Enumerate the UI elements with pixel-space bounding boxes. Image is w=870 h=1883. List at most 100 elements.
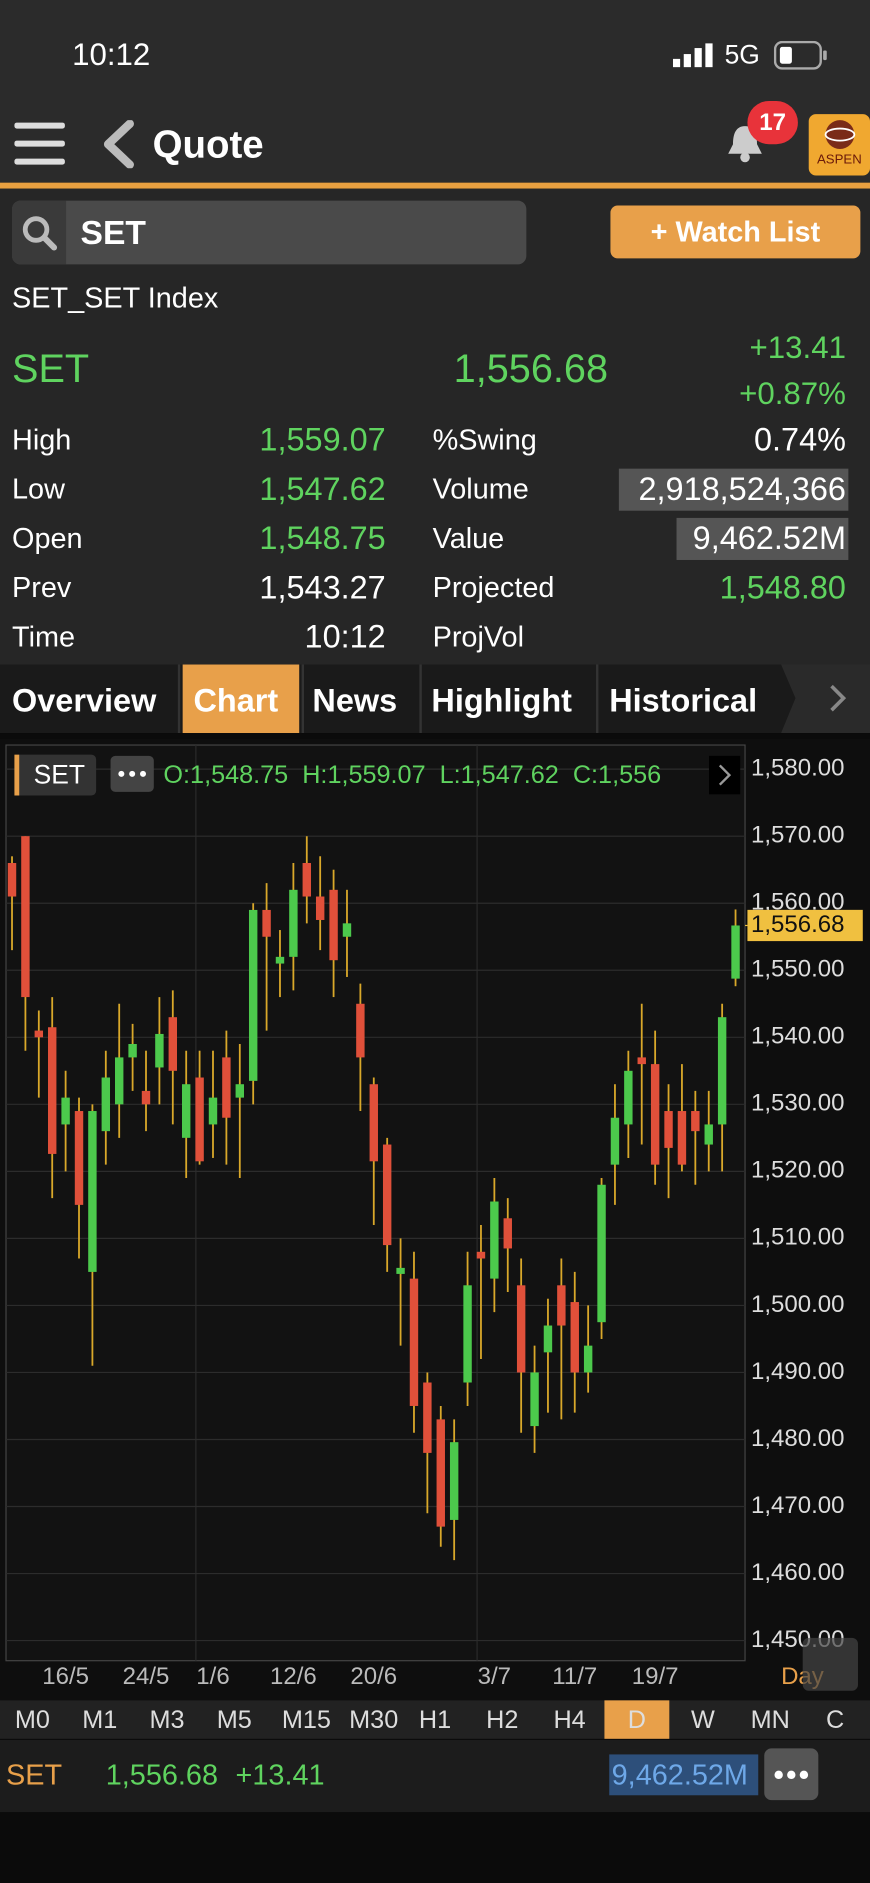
search-icon xyxy=(22,216,58,251)
stat-value: 10:12 xyxy=(304,618,386,655)
candle-body xyxy=(463,1285,472,1383)
back-button[interactable] xyxy=(101,120,137,169)
stat-value: 1,547.62 xyxy=(259,471,386,508)
candle-body xyxy=(610,1117,620,1165)
status-time: 10:12 xyxy=(72,36,151,73)
timeframe-option[interactable]: M5 xyxy=(216,1706,252,1734)
timeframe-option[interactable]: M1 xyxy=(82,1706,118,1734)
x-tick-label: 19/7 xyxy=(632,1663,679,1690)
candle-body xyxy=(128,1043,137,1058)
timeframe-option[interactable]: H2 xyxy=(486,1706,519,1734)
candle-body xyxy=(650,1064,660,1165)
timeframe-option[interactable]: M15 xyxy=(281,1706,331,1734)
badge-count: 17 xyxy=(759,109,787,136)
tab[interactable]: Chart xyxy=(193,682,279,719)
candle-body xyxy=(342,923,352,937)
candle-body xyxy=(476,1251,486,1259)
y-tick-label: 1,540.00 xyxy=(751,1023,844,1050)
y-tick-label: 1,520.00 xyxy=(751,1157,844,1184)
timeframe-option[interactable]: M0 xyxy=(14,1706,50,1734)
tab[interactable]: Historical xyxy=(609,682,758,719)
timeframe-option[interactable]: M30 xyxy=(349,1706,399,1734)
candle-body xyxy=(503,1218,512,1249)
legend-more-dot xyxy=(139,770,147,777)
header-divider xyxy=(0,182,870,189)
symbol-chip xyxy=(14,754,97,796)
candle-body xyxy=(34,1030,44,1038)
timeframe-active-bg xyxy=(604,1700,670,1739)
stat-label: Open xyxy=(12,522,83,556)
x-tick-label: 16/5 xyxy=(42,1663,89,1690)
search-box[interactable] xyxy=(12,200,527,265)
candle-body xyxy=(717,1017,727,1125)
stat-label: Low xyxy=(12,473,65,506)
stat-label: Time xyxy=(12,621,76,654)
tab-divider xyxy=(596,664,599,734)
y-tick-label: 1,570.00 xyxy=(751,822,844,849)
timeframe-option[interactable]: MN xyxy=(750,1706,790,1734)
candle-body xyxy=(691,1111,700,1132)
candle-body xyxy=(409,1278,419,1406)
candle-body xyxy=(449,1442,459,1520)
y-tick-label: 1,480.00 xyxy=(751,1425,844,1452)
candle-body xyxy=(262,909,271,937)
menu-button[interactable] xyxy=(12,120,67,168)
chart-symbol: SET xyxy=(34,759,85,789)
symbol-chip-accent xyxy=(14,754,20,796)
candle-body xyxy=(557,1285,566,1326)
candle-body xyxy=(423,1382,432,1453)
candle-body xyxy=(181,1084,191,1138)
timeframe-option[interactable]: H4 xyxy=(553,1706,586,1734)
candle-body xyxy=(369,1084,378,1162)
battery-icon xyxy=(773,40,827,70)
quote-change: +13.41 xyxy=(749,329,846,366)
candle-body xyxy=(235,1084,244,1098)
stat-label: Volume xyxy=(432,473,529,506)
legend-more-dot xyxy=(129,770,136,777)
candle-body xyxy=(275,956,285,964)
timeframe-option[interactable]: C xyxy=(826,1706,845,1734)
candle-body xyxy=(168,1017,178,1071)
tab[interactable]: Overview xyxy=(12,682,157,719)
last-price-tag xyxy=(747,909,863,942)
candle-body xyxy=(195,1077,204,1162)
stat-value: 1,543.27 xyxy=(259,569,386,606)
candlestick-chart: 1,450.001,460.001,470.001,480.001,490.00… xyxy=(0,739,870,1701)
timeframe-option[interactable]: H1 xyxy=(418,1706,452,1734)
watchlist-button[interactable] xyxy=(610,205,861,259)
page-title: Quote xyxy=(152,122,264,166)
candle-body xyxy=(530,1372,539,1427)
y-tick-label: 1,460.00 xyxy=(751,1559,844,1586)
more-icon xyxy=(774,1770,809,1780)
y-tick-label: 1,550.00 xyxy=(751,956,844,983)
candle-body xyxy=(356,1003,365,1058)
tab-divider xyxy=(177,664,181,734)
x-tick-label: 11/7 xyxy=(552,1663,597,1690)
candle-body xyxy=(61,1097,70,1125)
tab[interactable]: Highlight xyxy=(431,682,572,719)
stat-value: 0.74% xyxy=(753,421,846,458)
timeframe-option[interactable]: M3 xyxy=(149,1706,185,1734)
tab-scroll[interactable] xyxy=(781,664,870,734)
tab[interactable]: News xyxy=(312,682,398,719)
index-name: SET_SET Index xyxy=(12,282,219,315)
timeframe-bar xyxy=(0,1700,870,1739)
last-price-label: 1,556.68 xyxy=(751,911,844,938)
candle-body xyxy=(704,1124,713,1145)
timeframe-option[interactable]: W xyxy=(691,1706,715,1734)
candle-body xyxy=(664,1111,673,1148)
y-tick-label: 1,500.00 xyxy=(751,1291,844,1318)
footer-change: +13.41 xyxy=(235,1759,325,1792)
timeframe-option[interactable]: D xyxy=(627,1706,646,1734)
quote-price: 1,556.68 xyxy=(453,346,609,391)
candle-body xyxy=(208,1097,218,1125)
tab-active-bg xyxy=(182,664,300,734)
candle-body xyxy=(382,1144,392,1246)
stat-label: Value xyxy=(432,522,505,556)
candle-body xyxy=(114,1057,124,1105)
stat-label: Prev xyxy=(12,571,72,605)
y-tick-label: 1,580.00 xyxy=(751,755,844,782)
y-tick-label: 1,490.00 xyxy=(751,1358,844,1385)
x-tick-label: 12/6 xyxy=(270,1663,317,1690)
